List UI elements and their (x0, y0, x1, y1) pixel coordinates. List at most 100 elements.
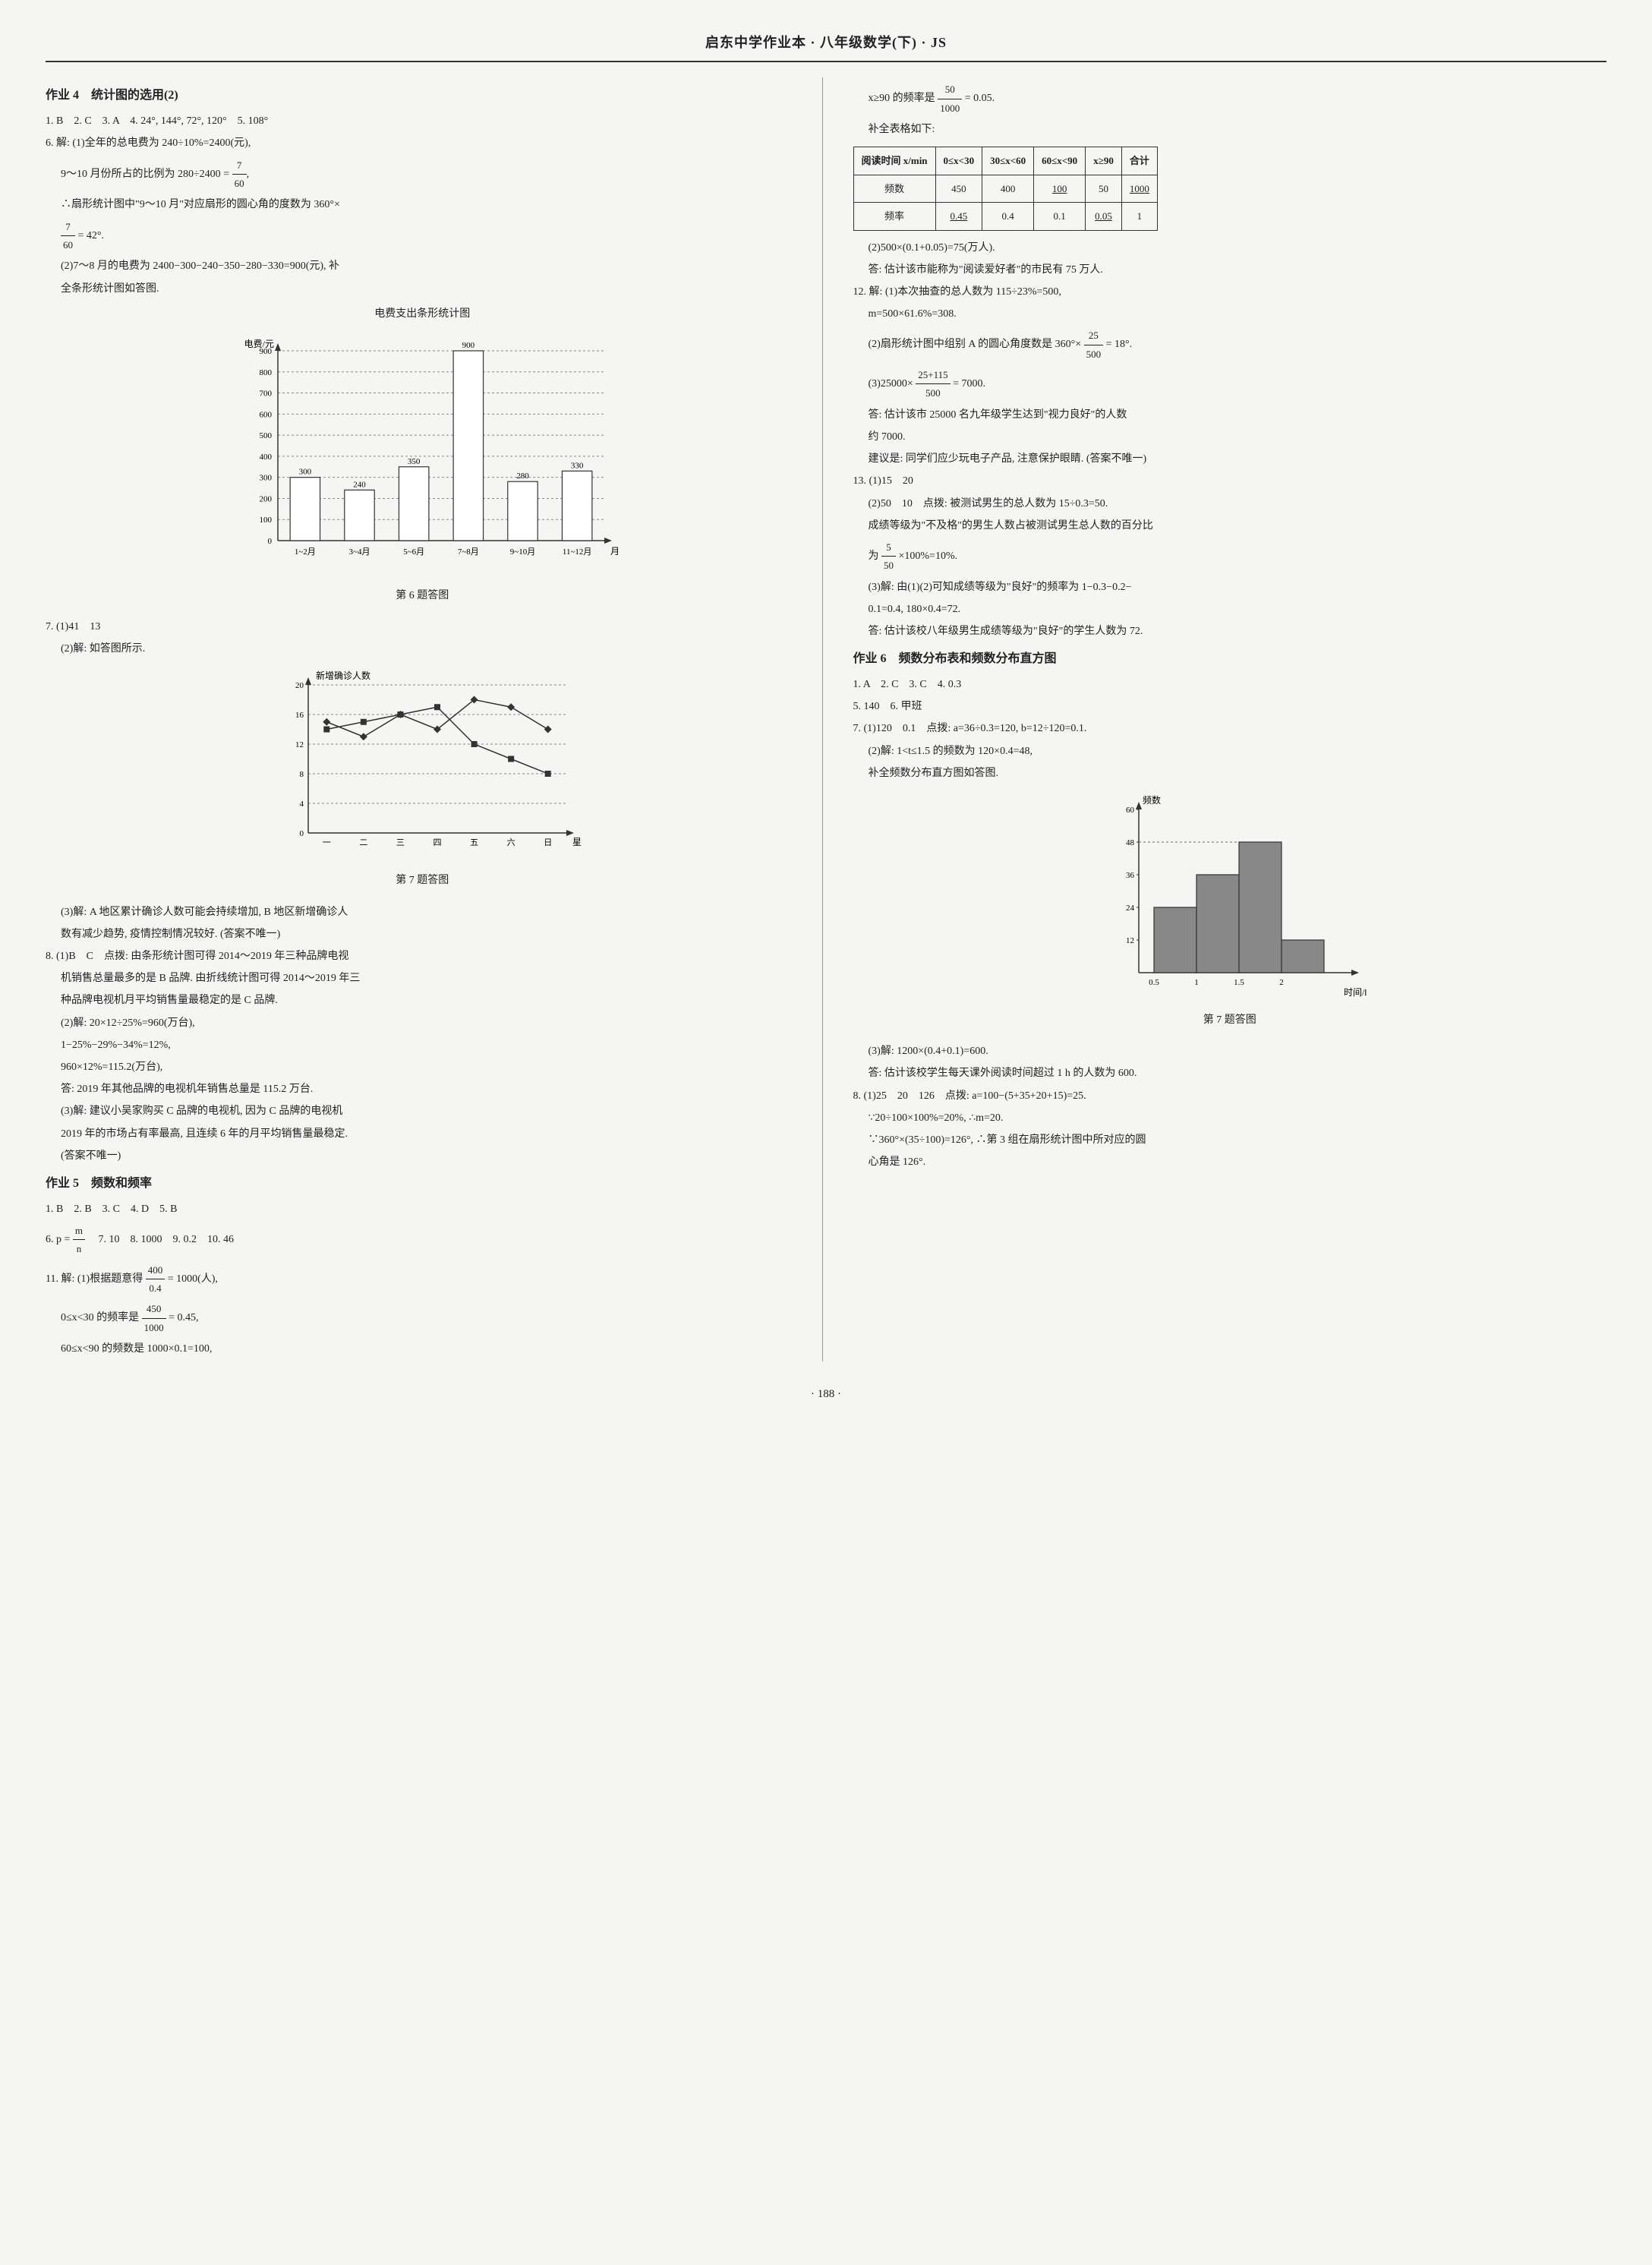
answer-line: 8. (1)25 20 126 点拨: a=100−(5+35+20+15)=2… (853, 1087, 1607, 1106)
svg-text:800: 800 (260, 368, 273, 377)
text: = 1000(人), (168, 1273, 218, 1285)
table-cell: 0.4 (982, 203, 1034, 230)
svg-text:一: 一 (323, 838, 331, 847)
answer-line: 答: 估计该市 25000 名九年级学生达到"视力良好"的人数 (853, 405, 1607, 424)
svg-text:9~10月: 9~10月 (510, 547, 535, 557)
line-chart-cases: 48121620新增确诊人数星期0一二三四五六日 (263, 666, 582, 863)
answer-line: (3)解: 建议小吴家购买 C 品牌的电视机, 因为 C 品牌的电视机 (46, 1102, 799, 1121)
answer-line: (2)7～8 月的电费为 2400−300−240−350−280−330=90… (46, 257, 799, 276)
table-cell: 1 (1121, 203, 1157, 230)
svg-text:8: 8 (300, 770, 304, 779)
svg-text:200: 200 (260, 494, 273, 503)
answer-line: m=500×61.6%=308. (853, 304, 1607, 323)
text: (2)扇形统计图中组别 A 的圆心角度数是 360°× (869, 339, 1084, 350)
svg-text:二: 二 (360, 838, 368, 847)
svg-text:280: 280 (517, 472, 530, 481)
table-cell: 0.1 (1034, 203, 1086, 230)
answer-line: 约 7000. (853, 427, 1607, 446)
table-row: 频率0.450.40.10.051 (853, 203, 1157, 230)
answer-line: 心角是 126°. (853, 1153, 1607, 1172)
text: 11. 解: (1)根据题意得 (46, 1273, 146, 1285)
svg-text:600: 600 (260, 410, 273, 419)
table-cell: 50 (1086, 175, 1122, 202)
answer-line: 7 60 = 42°. (46, 218, 799, 254)
svg-text:300: 300 (299, 468, 312, 477)
svg-text:330: 330 (571, 461, 584, 470)
fraction: 25 500 (1084, 327, 1104, 363)
answer-line: 2019 年的市场占有率最高, 且连续 6 年的月平均销售量最稳定. (46, 1125, 799, 1144)
svg-text:11~12月: 11~12月 (563, 547, 592, 557)
table-header: 合计 (1121, 147, 1157, 175)
figure-caption: 第 6 题答图 (46, 586, 799, 605)
text: = 0.05. (965, 93, 995, 105)
svg-text:五: 五 (470, 838, 478, 847)
svg-text:5~6月: 5~6月 (403, 547, 424, 557)
fraction: 50 1000 (938, 80, 962, 117)
answer-line: 机销售总量最多的是 B 品牌. 由折线统计图可得 2014～2019 年三 (46, 969, 799, 988)
svg-text:1~2月: 1~2月 (295, 547, 316, 557)
histogram-reading-time: 1224364860频数时间/h0.511.52 (1093, 790, 1367, 1003)
svg-text:1: 1 (1194, 978, 1199, 987)
answer-line: ∵360°×(35÷100)=126°, ∴第 3 组在扇形统计图中所对应的圆 (853, 1131, 1607, 1150)
answer-line: 答: 估计该市能称为"阅读爱好者"的市民有 75 万人. (853, 260, 1607, 279)
answer-line: 7. (1)41 13 (46, 617, 799, 636)
answer-line: 6. 解: (1)全年的总电费为 240÷10%=2400(元), (46, 134, 799, 153)
answer-line: ∵20÷100×100%=20%, ∴m=20. (853, 1109, 1607, 1128)
answer-line: 60≤x<90 的频数是 1000×0.1=100, (46, 1339, 799, 1358)
page-header: 启东中学作业本 · 八年级数学(下) · JS (46, 30, 1606, 62)
answer-line: 数有减少趋势, 疫情控制情况较好. (答案不唯一) (46, 925, 799, 944)
svg-text:12: 12 (1126, 936, 1134, 945)
text: 7. 10 8. 1000 9. 0.2 10. 46 (88, 1234, 235, 1245)
svg-text:1.5: 1.5 (1234, 978, 1244, 987)
fraction: 450 1000 (142, 1300, 166, 1336)
fraction: 400 0.4 (146, 1261, 166, 1298)
answer-line: 0≤x<30 的频率是 450 1000 = 0.45, (46, 1300, 799, 1336)
figure-caption: 第 7 题答图 (46, 871, 799, 890)
svg-text:16: 16 (295, 711, 304, 720)
text: 6. p = (46, 1234, 73, 1245)
svg-text:新增确诊人数: 新增确诊人数 (316, 670, 370, 681)
section-5-title: 作业 5 频数和频率 (46, 1173, 799, 1195)
text: 为 (869, 550, 882, 562)
answer-line: 答: 估计该校学生每天课外阅读时间超过 1 h 的人数为 600. (853, 1064, 1607, 1083)
left-column: 作业 4 统计图的选用(2) 1. B 2. C 3. A 4. 24°, 14… (46, 77, 823, 1361)
svg-text:3~4月: 3~4月 (349, 547, 370, 557)
answer-line: 6. p = m n 7. 10 8. 1000 9. 0.2 10. 46 (46, 1222, 799, 1258)
answer-line: (2)解: 20×12÷25%=960(万台), (46, 1014, 799, 1033)
answer-line: (2)解: 1<t≤1.5 的频数为 120×0.4=48, (853, 742, 1607, 761)
answer-line: 5. 140 6. 甲班 (853, 697, 1607, 716)
svg-text:100: 100 (260, 516, 273, 525)
svg-text:星期: 星期 (572, 837, 582, 847)
svg-text:240: 240 (354, 480, 367, 489)
answer-line: 11. 解: (1)根据题意得 400 0.4 = 1000(人), (46, 1261, 799, 1298)
svg-text:四: 四 (433, 838, 442, 847)
svg-text:350: 350 (408, 457, 421, 466)
fraction: m n (73, 1222, 85, 1258)
svg-text:0: 0 (300, 829, 304, 838)
answer-line: 成绩等级为"不及格"的男生人数占被测试男生总人数的百分比 (853, 516, 1607, 535)
text: = 18°. (1106, 339, 1133, 350)
text: = 0.45, (169, 1313, 198, 1324)
svg-text:400: 400 (260, 453, 273, 462)
table-cell: 0.45 (935, 203, 982, 230)
answer-line: 答: 估计该校八年级男生成绩等级为"良好"的学生人数为 72. (853, 622, 1607, 641)
section-4-title: 作业 4 统计图的选用(2) (46, 85, 799, 107)
chart-title: 电费支出条形统计图 (46, 304, 799, 323)
two-column-layout: 作业 4 统计图的选用(2) 1. B 2. C 3. A 4. 24°, 14… (46, 77, 1606, 1361)
svg-text:500: 500 (260, 431, 273, 440)
table-cell: 频率 (853, 203, 935, 230)
page: 启东中学作业本 · 八年级数学(下) · JS 作业 4 统计图的选用(2) 1… (46, 30, 1606, 1405)
table-header: 0≤x<30 (935, 147, 982, 175)
svg-text:700: 700 (260, 389, 273, 398)
answer-line: 答: 2019 年其他品牌的电视机年销售总量是 115.2 万台. (46, 1080, 799, 1099)
svg-text:电费/元: 电费/元 (244, 339, 274, 349)
answer-line: (2)扇形统计图中组别 A 的圆心角度数是 360°× 25 500 = 18°… (853, 327, 1607, 363)
answer-line: 9～10 月份所占的比例为 280÷2400 = 7 60 , (46, 156, 799, 193)
text: x≥90 的频率是 (869, 93, 938, 105)
text: 0≤x<30 的频率是 (61, 1313, 142, 1324)
answer-line: 建议是: 同学们应少玩电子产品, 注意保护眼睛. (答案不唯一) (853, 450, 1607, 468)
text: = 7000. (953, 378, 985, 390)
svg-text:12: 12 (295, 740, 304, 749)
fraction: 7 60 (61, 218, 75, 254)
text: 9～10 月份所占的比例为 280÷2400 = (61, 169, 232, 180)
